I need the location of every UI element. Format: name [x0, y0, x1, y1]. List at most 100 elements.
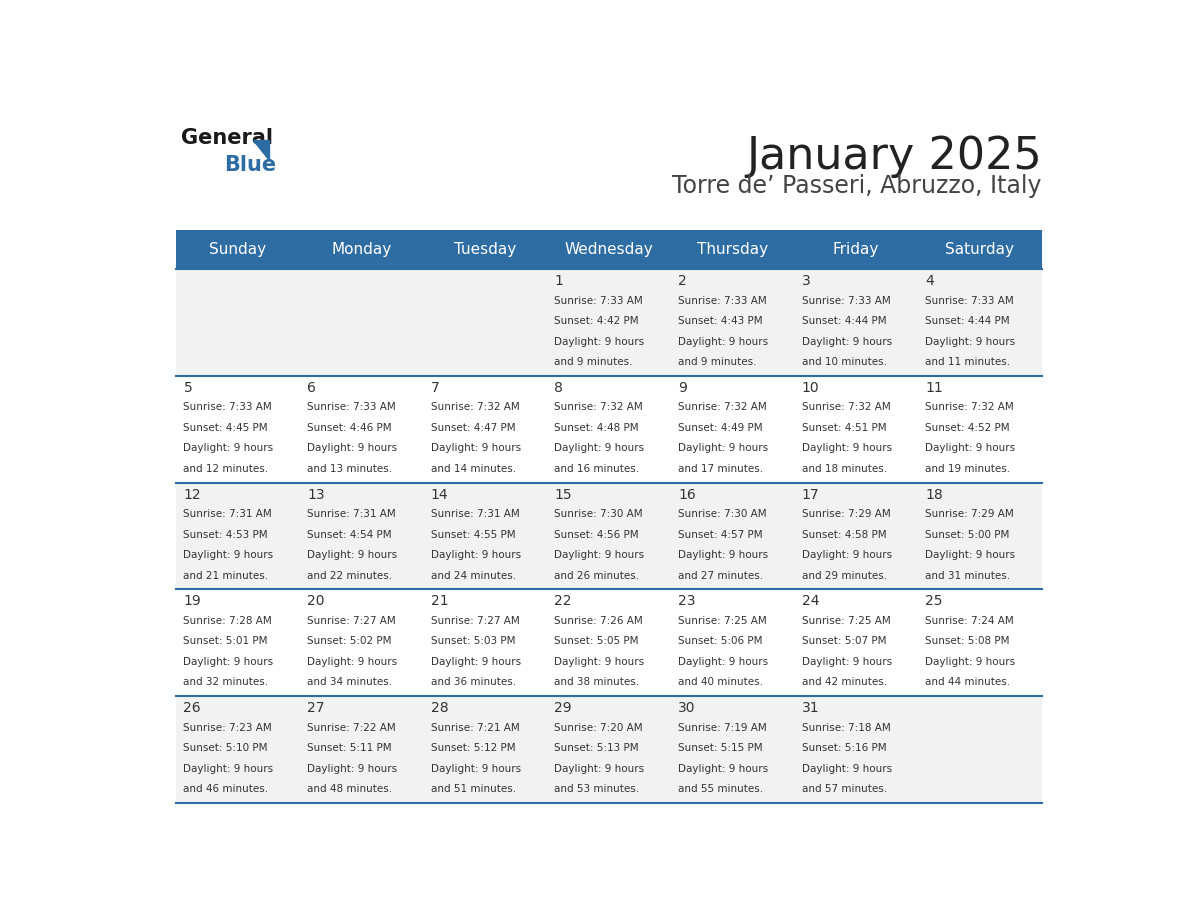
Text: and 9 minutes.: and 9 minutes. [678, 357, 757, 367]
Text: Sunrise: 7:32 AM: Sunrise: 7:32 AM [431, 402, 519, 412]
Text: and 40 minutes.: and 40 minutes. [678, 677, 763, 688]
Text: 31: 31 [802, 701, 820, 715]
Text: Sunset: 5:03 PM: Sunset: 5:03 PM [431, 636, 516, 646]
Bar [795, 696, 918, 803]
Text: and 48 minutes.: and 48 minutes. [308, 784, 392, 794]
Text: Daylight: 9 hours: Daylight: 9 hours [555, 443, 645, 453]
Text: and 38 minutes.: and 38 minutes. [555, 677, 639, 688]
Text: Sunset: 5:05 PM: Sunset: 5:05 PM [555, 636, 639, 646]
Text: Sunset: 4:52 PM: Sunset: 4:52 PM [925, 423, 1010, 433]
Text: 4: 4 [925, 274, 934, 288]
Bar [546, 589, 671, 696]
Text: Daylight: 9 hours: Daylight: 9 hours [678, 550, 769, 560]
Bar [918, 376, 1042, 483]
Text: 15: 15 [555, 487, 573, 501]
Text: Sunrise: 7:18 AM: Sunrise: 7:18 AM [802, 722, 891, 733]
Bar [918, 589, 1042, 696]
Text: Sunset: 5:10 PM: Sunset: 5:10 PM [183, 744, 268, 753]
Bar [176, 230, 299, 269]
Text: 3: 3 [802, 274, 810, 288]
Text: General: General [181, 128, 273, 148]
Text: Sunset: 4:44 PM: Sunset: 4:44 PM [925, 316, 1010, 326]
Text: Sunrise: 7:32 AM: Sunrise: 7:32 AM [925, 402, 1015, 412]
Text: and 19 minutes.: and 19 minutes. [925, 464, 1011, 474]
Bar [546, 269, 671, 376]
Text: 24: 24 [802, 594, 820, 609]
Text: Sunset: 4:54 PM: Sunset: 4:54 PM [308, 530, 392, 540]
Text: Sunrise: 7:32 AM: Sunrise: 7:32 AM [802, 402, 891, 412]
Text: Sunrise: 7:33 AM: Sunrise: 7:33 AM [802, 296, 891, 306]
Text: Tuesday: Tuesday [454, 242, 517, 257]
Text: Sunrise: 7:20 AM: Sunrise: 7:20 AM [555, 722, 643, 733]
Text: Daylight: 9 hours: Daylight: 9 hours [802, 764, 892, 774]
Text: and 17 minutes.: and 17 minutes. [678, 464, 763, 474]
Text: Daylight: 9 hours: Daylight: 9 hours [802, 443, 892, 453]
Text: and 53 minutes.: and 53 minutes. [555, 784, 639, 794]
Text: Daylight: 9 hours: Daylight: 9 hours [678, 337, 769, 347]
Bar [299, 376, 423, 483]
Text: Daylight: 9 hours: Daylight: 9 hours [555, 337, 645, 347]
Text: Sunrise: 7:32 AM: Sunrise: 7:32 AM [555, 402, 643, 412]
Text: 7: 7 [431, 381, 440, 395]
Text: Sunset: 4:56 PM: Sunset: 4:56 PM [555, 530, 639, 540]
Text: 1: 1 [555, 274, 563, 288]
Text: Daylight: 9 hours: Daylight: 9 hours [555, 657, 645, 667]
Text: and 22 minutes.: and 22 minutes. [308, 571, 392, 581]
Text: and 21 minutes.: and 21 minutes. [183, 571, 268, 581]
Text: Sunset: 4:45 PM: Sunset: 4:45 PM [183, 423, 268, 433]
Text: 12: 12 [183, 487, 201, 501]
Text: Sunrise: 7:31 AM: Sunrise: 7:31 AM [431, 509, 519, 520]
Bar [423, 230, 546, 269]
Text: Sunset: 4:43 PM: Sunset: 4:43 PM [678, 316, 763, 326]
Text: and 46 minutes.: and 46 minutes. [183, 784, 268, 794]
Text: Daylight: 9 hours: Daylight: 9 hours [308, 443, 397, 453]
Text: Sunrise: 7:27 AM: Sunrise: 7:27 AM [431, 616, 519, 626]
Text: Daylight: 9 hours: Daylight: 9 hours [183, 764, 273, 774]
Text: and 27 minutes.: and 27 minutes. [678, 571, 763, 581]
Text: 30: 30 [678, 701, 695, 715]
Text: Thursday: Thursday [697, 242, 769, 257]
Text: 28: 28 [431, 701, 448, 715]
Text: and 29 minutes.: and 29 minutes. [802, 571, 886, 581]
Text: Sunset: 4:55 PM: Sunset: 4:55 PM [431, 530, 516, 540]
Text: Sunrise: 7:23 AM: Sunrise: 7:23 AM [183, 722, 272, 733]
Text: Sunrise: 7:29 AM: Sunrise: 7:29 AM [925, 509, 1015, 520]
Text: Sunset: 4:42 PM: Sunset: 4:42 PM [555, 316, 639, 326]
Text: Daylight: 9 hours: Daylight: 9 hours [925, 443, 1016, 453]
Text: Daylight: 9 hours: Daylight: 9 hours [431, 443, 520, 453]
Bar [176, 589, 299, 696]
Bar [795, 269, 918, 376]
Text: Sunset: 5:08 PM: Sunset: 5:08 PM [925, 636, 1010, 646]
Text: and 26 minutes.: and 26 minutes. [555, 571, 639, 581]
Text: Sunset: 5:16 PM: Sunset: 5:16 PM [802, 744, 886, 753]
Text: and 42 minutes.: and 42 minutes. [802, 677, 886, 688]
Text: Sunset: 5:07 PM: Sunset: 5:07 PM [802, 636, 886, 646]
Text: 21: 21 [431, 594, 448, 609]
Text: and 13 minutes.: and 13 minutes. [308, 464, 392, 474]
Text: Daylight: 9 hours: Daylight: 9 hours [925, 337, 1016, 347]
Text: 8: 8 [555, 381, 563, 395]
Text: Sunset: 4:51 PM: Sunset: 4:51 PM [802, 423, 886, 433]
Text: Daylight: 9 hours: Daylight: 9 hours [678, 443, 769, 453]
Text: 5: 5 [183, 381, 192, 395]
Text: and 14 minutes.: and 14 minutes. [431, 464, 516, 474]
Text: 26: 26 [183, 701, 201, 715]
Text: Sunset: 5:11 PM: Sunset: 5:11 PM [308, 744, 392, 753]
Text: Sunrise: 7:24 AM: Sunrise: 7:24 AM [925, 616, 1015, 626]
Text: and 31 minutes.: and 31 minutes. [925, 571, 1011, 581]
Text: and 12 minutes.: and 12 minutes. [183, 464, 268, 474]
Text: 2: 2 [678, 274, 687, 288]
Text: Daylight: 9 hours: Daylight: 9 hours [802, 337, 892, 347]
Text: 19: 19 [183, 594, 201, 609]
Text: 18: 18 [925, 487, 943, 501]
Text: Daylight: 9 hours: Daylight: 9 hours [431, 550, 520, 560]
Text: Sunset: 5:06 PM: Sunset: 5:06 PM [678, 636, 763, 646]
Text: and 18 minutes.: and 18 minutes. [802, 464, 886, 474]
Text: Sunrise: 7:33 AM: Sunrise: 7:33 AM [925, 296, 1015, 306]
Text: and 9 minutes.: and 9 minutes. [555, 357, 633, 367]
Bar [423, 269, 546, 376]
Text: 9: 9 [678, 381, 687, 395]
Text: Sunrise: 7:33 AM: Sunrise: 7:33 AM [555, 296, 643, 306]
Bar [795, 589, 918, 696]
Bar [918, 269, 1042, 376]
